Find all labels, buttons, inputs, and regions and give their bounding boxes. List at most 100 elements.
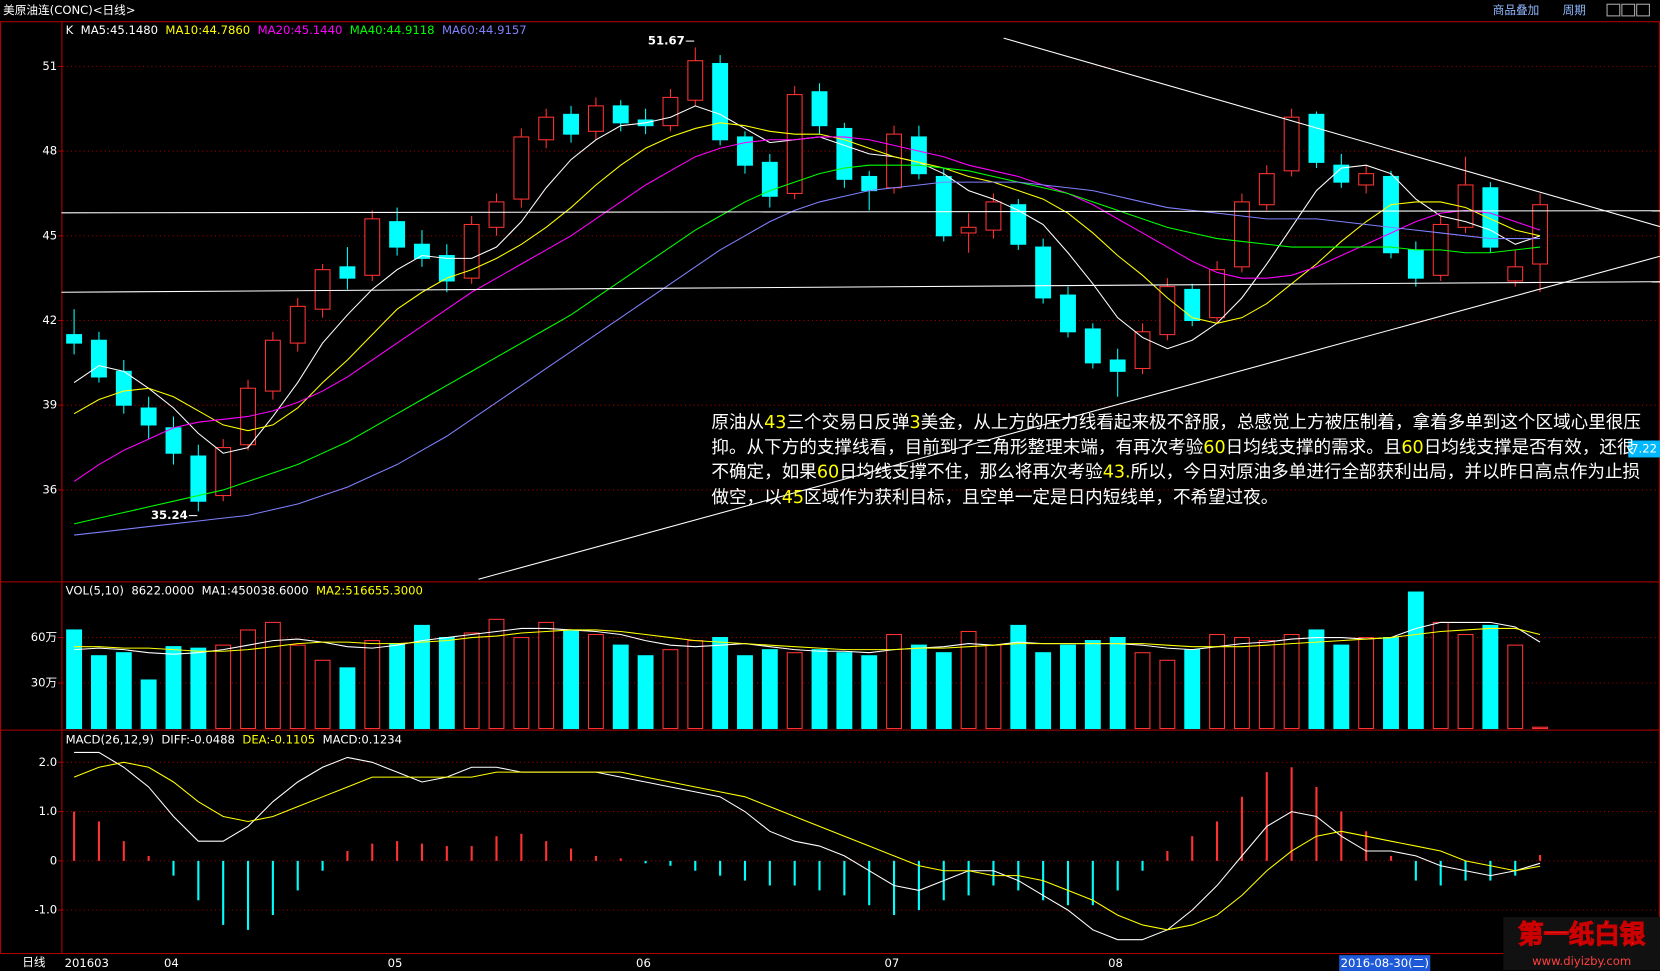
candle-body bbox=[115, 370, 132, 406]
candle-body bbox=[91, 339, 107, 378]
overlay-button[interactable]: 商品叠加 bbox=[1493, 3, 1540, 17]
min-label: 35.24 bbox=[151, 508, 188, 522]
candle-body bbox=[960, 226, 977, 234]
volume-bar bbox=[836, 652, 853, 730]
level-line bbox=[61, 281, 1660, 293]
candle-body bbox=[1507, 266, 1524, 282]
candle-body bbox=[1407, 249, 1424, 279]
volume-bar bbox=[264, 621, 281, 730]
legend-entry: VOL(5,10) bbox=[66, 583, 124, 597]
cursor-value-box bbox=[1628, 440, 1660, 458]
note-text: 3 bbox=[909, 411, 921, 433]
legend-entry: MACD(26,12,9) bbox=[66, 733, 154, 747]
candle-body bbox=[935, 175, 952, 237]
candle-body bbox=[339, 266, 356, 279]
level-line bbox=[61, 210, 1660, 214]
volume-bar bbox=[1283, 633, 1300, 730]
close-button[interactable] bbox=[1636, 3, 1650, 17]
candle-body bbox=[563, 113, 579, 135]
candle-body bbox=[761, 161, 778, 197]
minimize-button[interactable] bbox=[1606, 3, 1621, 17]
note-text: 日均线支撑是否有效，还很不确定，如果 bbox=[711, 436, 1635, 482]
candle-body bbox=[165, 427, 182, 454]
legend-entry: DEA:-0.1105 bbox=[242, 733, 315, 747]
volume-bar bbox=[438, 637, 455, 730]
candle-body bbox=[1308, 113, 1325, 163]
legend-entry: MA5:45.1480 bbox=[81, 23, 158, 37]
note-text: 区域作为获利目标，且空单一定是日内短线单，不希望过夜。 bbox=[804, 486, 1279, 507]
x-tick-label: 07 bbox=[885, 956, 900, 970]
y-tick-label: 48 bbox=[42, 144, 57, 158]
volume-bar bbox=[190, 647, 207, 730]
volume-bar bbox=[1209, 633, 1226, 730]
candle-body bbox=[1383, 175, 1399, 254]
y-tick-label: 51 bbox=[42, 59, 57, 73]
volume-bar bbox=[712, 637, 729, 730]
volume-bar bbox=[1358, 637, 1375, 730]
volume-bar bbox=[1407, 591, 1424, 730]
volume-bar bbox=[66, 629, 83, 730]
watermark: 第一纸白银 bbox=[1518, 919, 1646, 949]
title-bar bbox=[0, 0, 1660, 22]
candle-body bbox=[190, 455, 207, 502]
candle-body bbox=[1233, 201, 1250, 268]
restore-button[interactable] bbox=[1621, 3, 1636, 17]
volume-bar bbox=[786, 652, 803, 730]
volume-bar bbox=[1507, 644, 1524, 730]
volume-bar bbox=[910, 644, 927, 730]
volume-bar bbox=[1532, 726, 1549, 730]
indicator-line bbox=[74, 751, 1541, 941]
volume-bar bbox=[737, 655, 753, 730]
volume-bar bbox=[289, 644, 306, 730]
volume-bar bbox=[1432, 621, 1449, 730]
volume-bar bbox=[1333, 644, 1350, 730]
candle-body bbox=[1060, 294, 1076, 333]
x-tick-label: 08 bbox=[1108, 956, 1123, 970]
legend-entry: MA10:44.7860 bbox=[165, 23, 250, 37]
volume-bar bbox=[339, 667, 356, 730]
candle-body bbox=[1084, 328, 1101, 364]
candle-body bbox=[1184, 288, 1201, 322]
note-text: 所以，今日对原油多单进行全部获利出局，并以昨日高点作为止损做空，以 bbox=[711, 461, 1641, 507]
volume-bar bbox=[364, 640, 381, 730]
indicator-line bbox=[73, 164, 1541, 525]
volume-bar bbox=[1159, 659, 1176, 730]
note-text: 60 bbox=[816, 461, 840, 482]
volume-bar bbox=[140, 679, 157, 730]
period-button[interactable]: 周期 bbox=[1563, 3, 1586, 17]
volume-bar bbox=[538, 621, 555, 730]
candle-body bbox=[712, 63, 729, 141]
candle-body bbox=[662, 96, 679, 127]
window-controls[interactable] bbox=[1606, 3, 1650, 17]
volume-bar bbox=[861, 655, 878, 730]
volume-bar bbox=[1482, 624, 1499, 730]
support-line bbox=[478, 255, 1660, 580]
y-tick-label: 42 bbox=[42, 313, 57, 327]
volume-bar bbox=[1308, 629, 1325, 730]
candle-body bbox=[140, 407, 157, 426]
candle-body bbox=[1159, 286, 1176, 336]
watermark-url: www.diyizby.com bbox=[1532, 954, 1631, 968]
candle-body bbox=[1358, 173, 1375, 186]
candle-body bbox=[289, 305, 306, 344]
volume-bar bbox=[1383, 637, 1399, 730]
note-text: 三个交易日反弹 bbox=[786, 411, 910, 433]
volume-bar bbox=[612, 644, 629, 730]
volume-bar bbox=[1134, 652, 1151, 730]
note-text: 日均线支撑不住，那么将再次考验 bbox=[839, 461, 1103, 482]
y-tick-label: -1.0 bbox=[34, 903, 57, 917]
x-tick-label: 05 bbox=[388, 956, 403, 970]
legend-entry: K bbox=[66, 23, 74, 37]
volume-bar bbox=[1010, 624, 1027, 730]
indicator-line bbox=[73, 136, 1541, 482]
note-text: 日均线支撑的需求。且 bbox=[1225, 436, 1402, 458]
y-tick-label: 0 bbox=[50, 853, 57, 867]
indicator-line bbox=[73, 761, 1541, 931]
candle-body bbox=[612, 105, 629, 124]
candle-body bbox=[861, 175, 878, 192]
window-title: 美原油连(CONC)<日线> bbox=[3, 3, 135, 17]
candle-body bbox=[1258, 173, 1275, 206]
max-label: 51.67 bbox=[648, 34, 685, 48]
y-tick-label: 45 bbox=[42, 228, 57, 242]
candle-body bbox=[1035, 246, 1052, 299]
